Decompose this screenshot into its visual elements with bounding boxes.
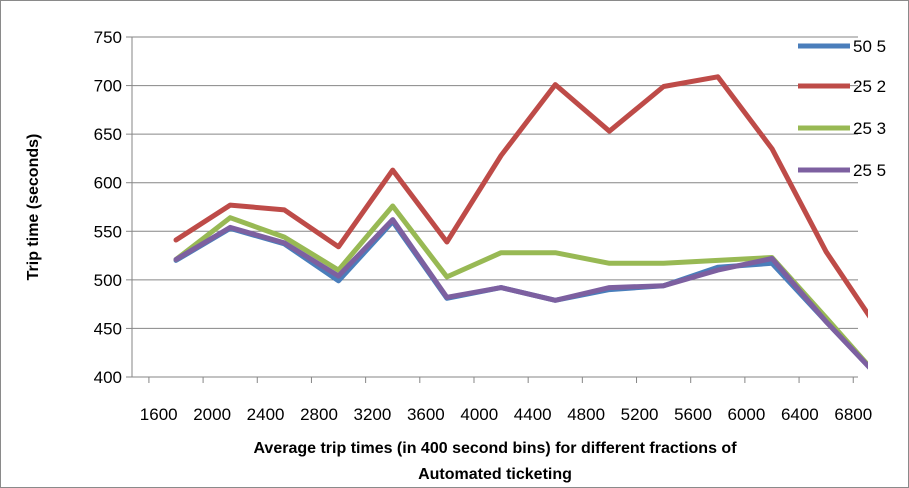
x-tick-label: 3600 [407,405,445,424]
y-tick-label: 550 [94,222,122,241]
gridlines [126,36,858,383]
legend-label: 25 3 [853,119,886,138]
x-tick-label: 2000 [193,405,231,424]
y-tick-label: 400 [94,368,122,387]
x-tick-label: 1600 [140,405,178,424]
x-tick-label: 3200 [354,405,392,424]
x-tick-label: 2400 [247,405,285,424]
x-axis-title-line-2: Automated ticketing [418,466,572,483]
x-tick-label: 4000 [460,405,498,424]
y-tick-label: 750 [94,28,122,47]
y-tick-labels: 400 450 500 550 600 650 700 750 [94,28,122,387]
series-lines [173,74,868,370]
y-axis-title: Trip time (seconds) [25,134,42,281]
axes [131,37,858,378]
y-tick-label: 450 [94,319,122,338]
legend: 50 5 25 2 25 3 25 5 [798,37,886,180]
y-tick-label: 500 [94,271,122,290]
x-tick-label: 6800 [834,405,872,424]
legend-label: 25 2 [853,77,886,96]
x-tick-label: 2800 [300,405,338,424]
series-line-50-5 [173,219,868,370]
x-tick-label: 6400 [781,405,819,424]
x-axis-title-line-1: Average trip times (in 400 second bins) … [253,440,737,457]
x-tick-labels: 1600 2000 2400 2800 3200 3600 4000 4400 4800 5200… [140,405,872,424]
y-tick-label: 600 [94,174,122,193]
series-line-25-2 [173,74,868,319]
series-line-25-5 [173,217,868,370]
legend-label: 50 5 [853,37,886,56]
x-tick-label: 6000 [728,405,766,424]
legend-label: 25 5 [853,161,886,180]
x-tick-label: 4800 [567,405,605,424]
y-tick-label: 700 [94,77,122,96]
x-tick-label: 5600 [674,405,712,424]
x-tick-label: 5200 [621,405,659,424]
y-tick-label: 650 [94,125,122,144]
x-tick-label: 4400 [514,405,552,424]
